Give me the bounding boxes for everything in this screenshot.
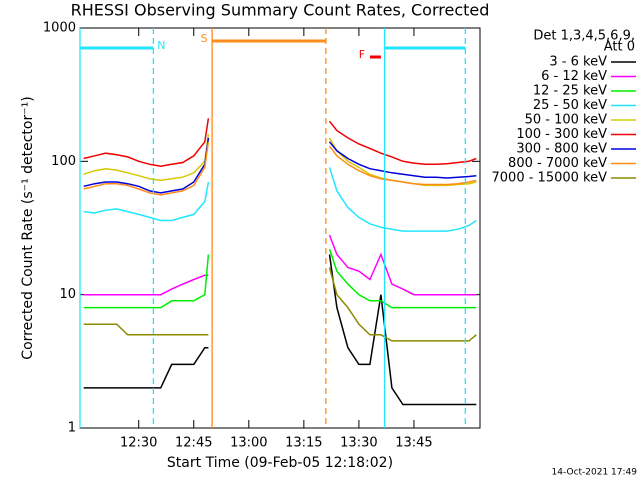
series-line (83, 234, 477, 296)
series-line (83, 248, 477, 309)
series-line (83, 167, 477, 232)
legend-label: 6 - 12 keV (541, 69, 607, 84)
series-line (83, 134, 477, 187)
footer: 14-Oct-2021 17:49 (552, 468, 638, 478)
x-tick-label: 12:45 (175, 436, 212, 451)
legend-label: 100 - 300 keV (516, 127, 607, 142)
legend-label: 3 - 6 keV (549, 55, 607, 70)
y-axis-label: Corrected Count Rate (s⁻¹ detector⁻¹) (20, 96, 36, 359)
legend-label: 50 - 100 keV (525, 113, 608, 128)
legend-title: Det 1,3,4,5,6,9, (533, 29, 635, 44)
x-tick-label: 13:45 (395, 436, 432, 451)
chart-title: RHESSI Observing Summary Count Rates, Co… (71, 1, 490, 20)
legend-label: 25 - 50 keV (533, 98, 607, 113)
flag-label: F (359, 48, 365, 61)
legend-label: 12 - 25 keV (533, 84, 607, 99)
x-tick-label: 13:15 (285, 436, 322, 451)
series-line (83, 137, 477, 194)
legend-title: Att 0 (604, 40, 635, 55)
legend-label: 800 - 7000 keV (508, 156, 607, 171)
y-tick-label: 1 (68, 421, 76, 436)
series-line (83, 267, 477, 342)
x-tick-label: 13:00 (230, 436, 267, 451)
series-line (83, 141, 477, 196)
series-line (83, 118, 477, 167)
legend-label: 300 - 800 keV (516, 142, 607, 157)
x-tick-label: 12:30 (120, 436, 157, 451)
legend-label: 7000 - 15000 keV (492, 171, 608, 186)
series-line (83, 254, 477, 406)
y-tick-label: 1000 (43, 21, 76, 36)
y-tick-label: 10 (59, 287, 76, 302)
flag-label: S (201, 32, 208, 45)
x-tick-label: 13:30 (340, 436, 377, 451)
flag-label: N (157, 39, 165, 52)
y-tick-label: 100 (51, 154, 76, 169)
plot-frame (79, 27, 481, 429)
x-axis-label: Start Time (09-Feb-05 12:18:02) (167, 455, 393, 471)
